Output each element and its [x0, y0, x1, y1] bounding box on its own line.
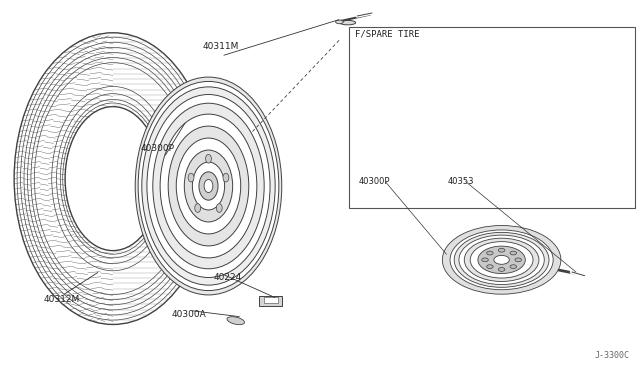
Ellipse shape — [335, 20, 343, 24]
Circle shape — [442, 225, 561, 294]
Ellipse shape — [188, 173, 194, 182]
Circle shape — [510, 251, 516, 255]
FancyBboxPatch shape — [264, 297, 278, 303]
Ellipse shape — [204, 179, 213, 193]
Text: 40300P: 40300P — [141, 144, 175, 153]
Text: 40312M: 40312M — [44, 295, 80, 304]
Ellipse shape — [14, 33, 212, 324]
Circle shape — [494, 256, 509, 264]
Ellipse shape — [176, 138, 241, 234]
Circle shape — [478, 246, 525, 273]
Text: F/SPARE TIRE: F/SPARE TIRE — [355, 29, 420, 38]
Circle shape — [459, 235, 544, 285]
Circle shape — [486, 265, 493, 269]
Ellipse shape — [65, 107, 161, 251]
Circle shape — [499, 267, 505, 271]
Text: 40224: 40224 — [214, 273, 242, 282]
FancyBboxPatch shape — [259, 296, 282, 306]
Ellipse shape — [160, 114, 257, 258]
Ellipse shape — [135, 77, 282, 295]
Circle shape — [450, 230, 553, 290]
Ellipse shape — [142, 87, 275, 285]
Circle shape — [499, 248, 505, 252]
Text: 40300P: 40300P — [358, 177, 390, 186]
Ellipse shape — [223, 173, 229, 182]
Text: J-3300C: J-3300C — [594, 351, 629, 360]
Ellipse shape — [199, 172, 218, 200]
Circle shape — [470, 242, 533, 278]
Text: 40353: 40353 — [447, 177, 474, 186]
Circle shape — [464, 238, 539, 282]
Text: 40300A: 40300A — [172, 310, 207, 319]
Ellipse shape — [205, 154, 211, 163]
Circle shape — [482, 258, 488, 262]
Ellipse shape — [227, 317, 244, 325]
Ellipse shape — [193, 162, 225, 210]
Ellipse shape — [195, 204, 201, 212]
Ellipse shape — [168, 126, 249, 246]
Text: 40311M: 40311M — [203, 42, 239, 51]
Circle shape — [454, 232, 549, 287]
Bar — [349, 27, 636, 208]
Ellipse shape — [153, 103, 264, 269]
Circle shape — [515, 258, 522, 262]
Ellipse shape — [340, 20, 356, 25]
Ellipse shape — [216, 204, 222, 212]
Ellipse shape — [138, 81, 279, 291]
Ellipse shape — [147, 94, 270, 278]
Circle shape — [510, 265, 516, 269]
Ellipse shape — [184, 150, 233, 222]
Circle shape — [486, 251, 493, 255]
